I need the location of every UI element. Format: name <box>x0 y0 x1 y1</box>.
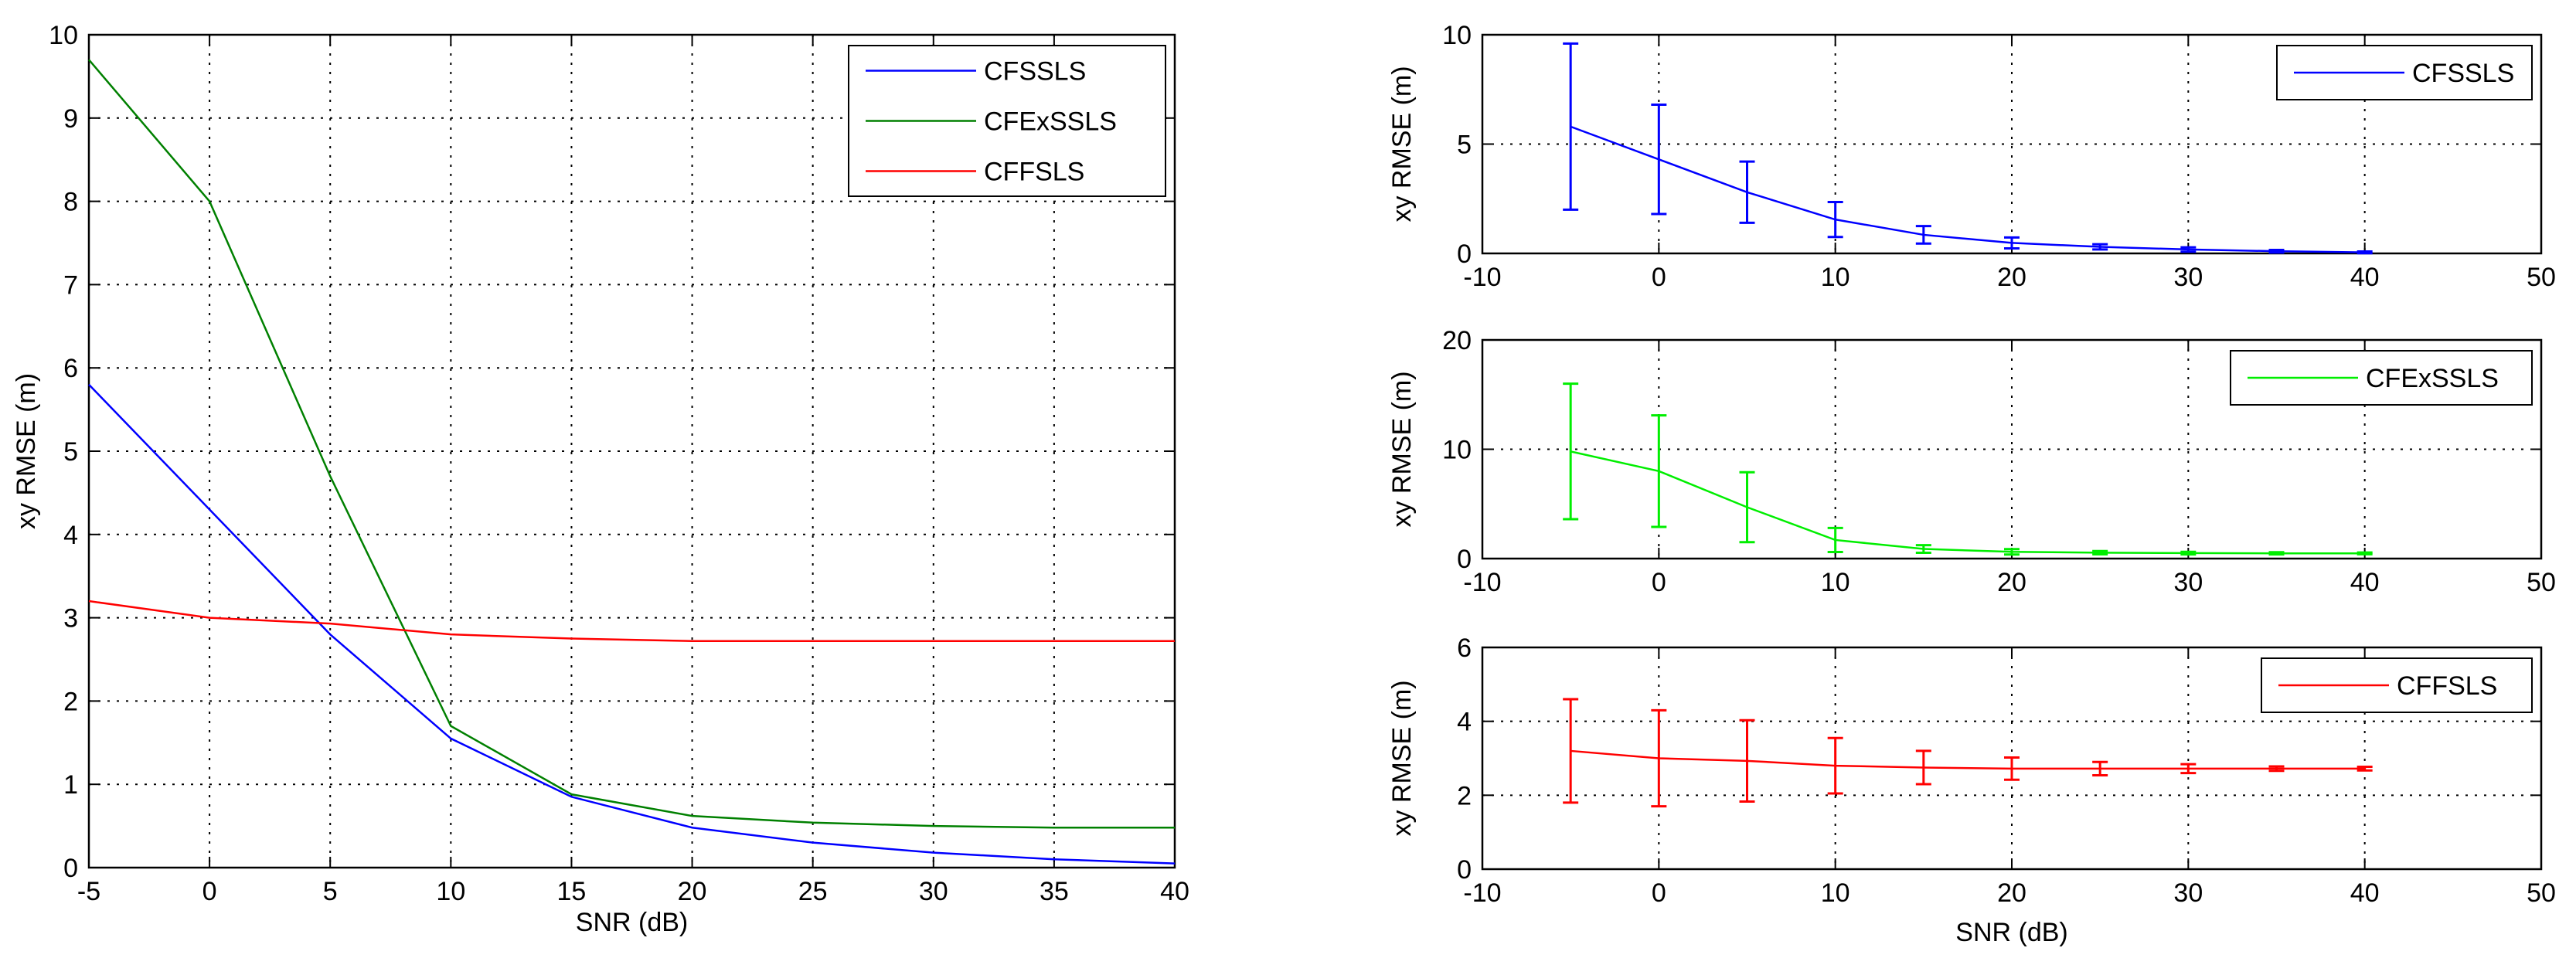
x-tick-label: 50 <box>2527 568 2556 597</box>
x-axis-label: SNR (dB) <box>1955 918 2067 947</box>
x-tick-label: 10 <box>1821 568 1850 597</box>
legend-label: CFSSLS <box>2412 59 2514 88</box>
x-tick-label: 10 <box>436 877 465 906</box>
y-axis-label: xy RMSE (m) <box>1387 371 1417 527</box>
x-tick-label: 20 <box>1997 568 2026 597</box>
x-tick-label: 15 <box>557 877 587 906</box>
x-tick-label: 5 <box>323 877 338 906</box>
x-tick-label: 40 <box>2350 568 2380 597</box>
series-line-cffsls <box>88 600 1175 643</box>
y-axis-label: xy RMSE (m) <box>1387 680 1417 836</box>
x-tick-label: 20 <box>678 877 707 906</box>
x-tick-label: 30 <box>2173 568 2203 597</box>
x-tick-label: 10 <box>1821 263 1850 292</box>
y-tick-label: 20 <box>1442 326 1472 355</box>
y-tick-label: 0 <box>1457 545 1472 574</box>
y-tick-label: 5 <box>1457 131 1472 160</box>
x-tick-label: 40 <box>2350 878 2380 908</box>
y-tick-label: 2 <box>63 687 78 716</box>
legend-label: CFExSSLS <box>2366 364 2499 393</box>
y-tick-label: 0 <box>1457 855 1472 885</box>
x-tick-label: -5 <box>77 877 100 906</box>
y-tick-label: 0 <box>63 854 78 883</box>
y-tick-label: 0 <box>1457 240 1472 269</box>
y-tick-label: 4 <box>63 521 78 550</box>
legend-label: CFSSLS <box>984 57 1086 87</box>
legend-label: CFExSSLS <box>984 107 1117 137</box>
series-line-cfssls <box>88 383 1176 865</box>
y-axis-label: xy RMSE (m) <box>12 373 41 529</box>
y-tick-label: 8 <box>63 188 78 217</box>
y-tick-label: 6 <box>63 354 78 383</box>
x-tick-label: 0 <box>1652 263 1666 292</box>
x-tick-label: -10 <box>1463 263 1501 292</box>
x-tick-label: 50 <box>2527 878 2556 908</box>
x-tick-label: -10 <box>1463 878 1501 908</box>
series-line-cfexssls <box>1570 450 2365 555</box>
y-tick-label: 1 <box>63 770 78 800</box>
y-tick-label: 6 <box>1457 634 1472 663</box>
series-line-cfssls <box>1570 125 2365 253</box>
legend-label: CFFSLS <box>2397 671 2497 701</box>
x-tick-label: 35 <box>1040 877 1069 906</box>
x-tick-label: -10 <box>1463 568 1501 597</box>
y-tick-label: 7 <box>63 270 78 300</box>
x-tick-label: 20 <box>1997 263 2026 292</box>
x-tick-label: 30 <box>2173 878 2203 908</box>
x-tick-label: 25 <box>798 877 828 906</box>
y-axis-label: xy RMSE (m) <box>1387 66 1417 222</box>
y-tick-label: 9 <box>63 104 78 134</box>
x-tick-label: 0 <box>1652 878 1666 908</box>
x-tick-label: 0 <box>1652 568 1666 597</box>
x-tick-label: 30 <box>919 877 948 906</box>
x-tick-label: 50 <box>2527 263 2556 292</box>
legend-label: CFFSLS <box>984 158 1084 187</box>
x-tick-label: 0 <box>202 877 217 906</box>
x-tick-label: 30 <box>2173 263 2203 292</box>
x-tick-label: 20 <box>1997 878 2026 908</box>
series-line-cffsls <box>1570 749 2365 770</box>
x-axis-label: SNR (dB) <box>576 908 688 937</box>
y-tick-label: 4 <box>1457 708 1472 737</box>
x-tick-label: 10 <box>1821 878 1850 908</box>
x-tick-label: 40 <box>2350 263 2380 292</box>
y-tick-label: 5 <box>63 437 78 467</box>
y-tick-label: 10 <box>49 21 78 50</box>
y-tick-label: 2 <box>1457 781 1472 810</box>
series-line-cfexssls <box>88 59 1175 829</box>
y-tick-label: 10 <box>1442 21 1472 50</box>
y-tick-label: 10 <box>1442 436 1472 465</box>
y-tick-label: 3 <box>63 604 78 634</box>
x-tick-label: 40 <box>1160 877 1189 906</box>
